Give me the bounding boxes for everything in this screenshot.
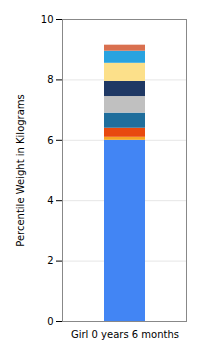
svg-text:6: 6 — [47, 135, 53, 146]
svg-text:8: 8 — [47, 74, 53, 85]
svg-text:Girl 0 years 6 months: Girl 0 years 6 months — [71, 329, 179, 340]
svg-text:4: 4 — [47, 195, 53, 206]
svg-text:2: 2 — [47, 255, 53, 266]
svg-text:0: 0 — [47, 316, 53, 327]
svg-text:10: 10 — [41, 14, 54, 25]
svg-text:Percentile Weight in Kilograms: Percentile Weight in Kilograms — [15, 94, 26, 247]
